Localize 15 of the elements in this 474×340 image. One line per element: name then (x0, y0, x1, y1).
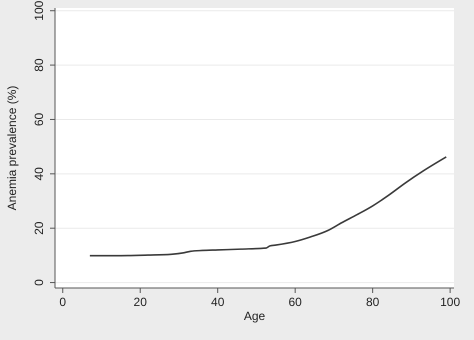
x-axis-title: Age (244, 309, 266, 323)
y-tick-label: 80 (32, 58, 46, 72)
y-tick-label: 60 (32, 112, 46, 126)
y-tick-label: 0 (32, 278, 46, 286)
x-tick-label: 0 (59, 295, 66, 309)
y-axis-title: Anemia prevalence (%) (5, 86, 19, 210)
y-tick-label: 40 (32, 166, 46, 181)
y-tick-label: 100 (32, 0, 46, 21)
x-tick-label: 80 (366, 295, 380, 309)
x-tick-label: 20 (134, 295, 148, 309)
x-tick-label: 60 (288, 295, 302, 309)
x-tick-label: 40 (211, 295, 225, 309)
y-tick-label: 20 (32, 221, 46, 235)
line-series (89, 156, 448, 256)
x-tick-label: 100 (440, 295, 460, 309)
